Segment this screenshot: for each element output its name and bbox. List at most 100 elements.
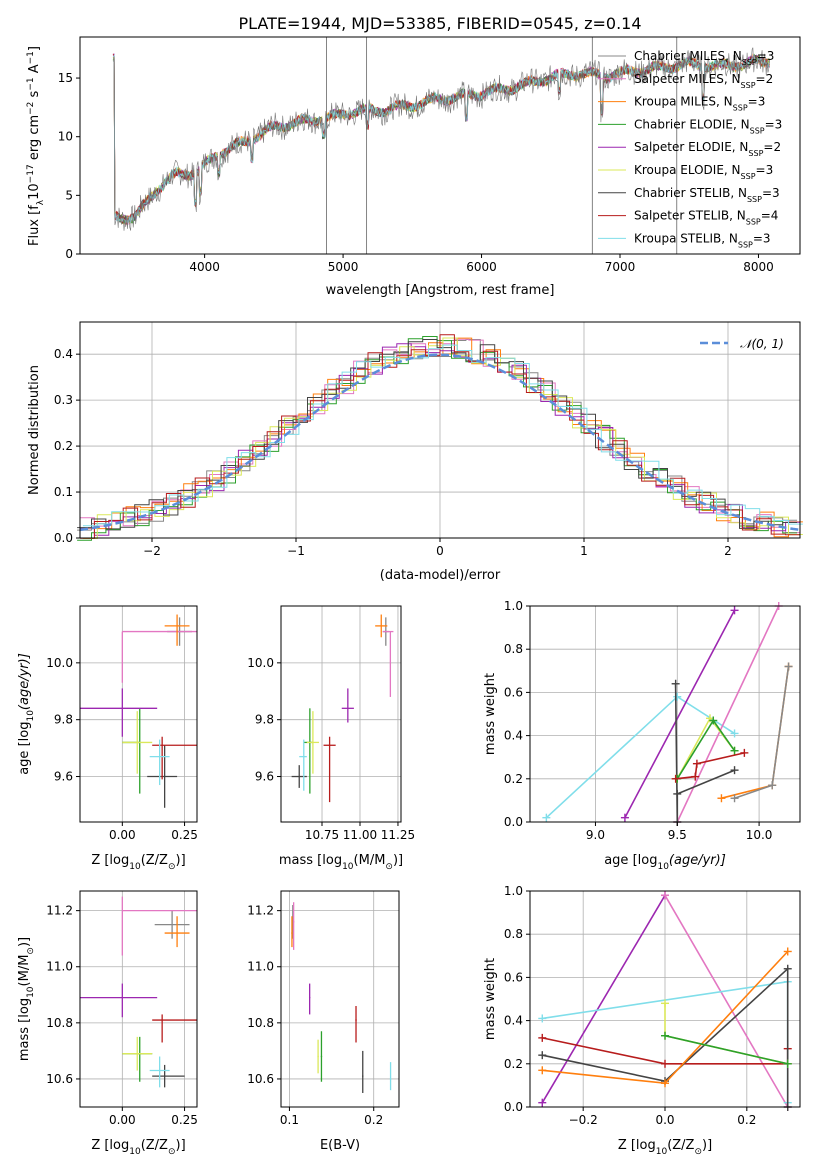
- y-tick-label: 0.0: [504, 815, 523, 829]
- age-vs-Z-panel: 0.00 0.25 9.6 9.8 10.0 Z [log10(Z/Z⊙)] age [lo…: [17, 605, 198, 872]
- spectrum-panel: 4000 5000 6000 7000 8000 0 5 10 15 wavelength [An…: [26, 36, 801, 298]
- y-tick-label: 0.8: [504, 642, 523, 656]
- x-tick-label: −2: [143, 544, 161, 558]
- y-tick-label: 9.6: [255, 770, 274, 784]
- legend-label: Salpeter STELIB, NSSP=4: [634, 209, 778, 227]
- y-tick-label: 0.4: [54, 347, 73, 361]
- y-tick-label: 9.6: [54, 770, 73, 784]
- x-tick-label: 2: [724, 544, 732, 558]
- y-tick-label: 0.2: [54, 439, 73, 453]
- y-tick-label: 5: [65, 188, 73, 202]
- y-axis-label: mass weight: [483, 673, 498, 755]
- y-tick-label: 11.2: [247, 904, 274, 918]
- y-tick-label: 9.8: [54, 713, 73, 727]
- x-tick-label: 10.0: [746, 828, 773, 842]
- residual-histogram-panel: −2 −1 0 1 2 0.0 0.1 0.2 0.3 0.4 (data-model)/error…: [27, 321, 803, 583]
- weight-line: [545, 695, 735, 819]
- y-tick-label: 1.0: [504, 599, 523, 613]
- y-tick-label: 0.1: [54, 485, 73, 499]
- legend-label: Kroupa MILES, NSSP=3: [634, 95, 765, 113]
- y-tick-label: 9.8: [255, 713, 274, 727]
- weight-line: [675, 752, 745, 780]
- y-axis-label: mass weight: [483, 958, 498, 1040]
- y-tick-label: 10.8: [46, 1016, 73, 1030]
- x-tick-label: 4000: [189, 260, 220, 274]
- axes-frame: [79, 890, 198, 1108]
- y-tick-label: 10.0: [46, 656, 73, 670]
- y-tick-label: 1.0: [504, 884, 523, 898]
- legend-label: Kroupa STELIB, NSSP=3: [634, 231, 771, 249]
- weight-line: [624, 609, 736, 819]
- x-tick-label: 0.00: [109, 828, 136, 842]
- y-tick-label: 0.6: [504, 685, 523, 699]
- x-tick-label: 9.5: [668, 828, 687, 842]
- x-tick-label: 0.2: [364, 1113, 383, 1127]
- age-vs-mass-panel: 10.75 11.00 11.25 9.6 9.8 10.0 mass [log10(M/M…: [247, 605, 415, 872]
- x-axis-label: age [log10(age/yr)]: [604, 853, 726, 872]
- x-axis-label: Z [log10(Z/Z⊙)]: [91, 853, 185, 872]
- weight-line: [541, 894, 666, 1104]
- legend-label: 𝒩(0, 1): [740, 337, 784, 351]
- y-tick-label: 10: [58, 130, 73, 144]
- x-tick-label: 0.1: [280, 1113, 299, 1127]
- y-tick-label: 0.3: [54, 393, 73, 407]
- weight-line: [664, 894, 789, 1108]
- x-tick-label: 0.00: [109, 1113, 136, 1127]
- x-tick-label: −0.2: [569, 1113, 598, 1127]
- legend-label: Kroupa ELODIE, NSSP=3: [634, 163, 773, 181]
- x-tick-label: −1: [287, 544, 305, 558]
- mass-vs-ebv-panel: 0.1 0.2 10.6 10.8 11.0 11.2 E(B-V): [247, 890, 400, 1153]
- legend-label: Chabrier ELODIE, NSSP=3: [634, 117, 782, 135]
- weight-line: [676, 605, 780, 823]
- y-axis-label: mass [log10(M/M⊙)]: [17, 937, 36, 1061]
- figure-title: PLATE=1944, MJD=53385, FIBERID=0545, z=0…: [238, 14, 641, 33]
- histogram-step: [77, 339, 798, 530]
- y-tick-label: 0.2: [504, 1057, 523, 1071]
- histogram-step: [80, 334, 800, 539]
- axes-frame: [280, 605, 402, 823]
- y-axis-label: Normed distribution: [27, 365, 42, 495]
- y-tick-label: 0.8: [504, 927, 523, 941]
- y-tick-label: 10.6: [247, 1072, 274, 1086]
- weight-line: [674, 683, 735, 823]
- x-tick-label: 6000: [466, 260, 497, 274]
- histogram-step: [82, 337, 803, 539]
- y-tick-label: 0.0: [504, 1100, 523, 1114]
- legend-label: Salpeter ELODIE, NSSP=2: [634, 140, 781, 158]
- legend-label: Chabrier MILES, NSSP=3: [634, 49, 774, 67]
- y-tick-label: 11.0: [46, 960, 73, 974]
- x-axis-label: Z [log10(Z/Z⊙)]: [91, 1138, 185, 1157]
- x-axis-label: mass [log10(M/M⊙)]: [279, 853, 403, 872]
- x-tick-label: 0.25: [171, 1113, 198, 1127]
- mass-vs-Z-panel: 0.00 0.25 10.6 10.8 11.0 11.2 Z [log10(Z/Z⊙)] m…: [17, 890, 198, 1157]
- x-tick-label: 7000: [605, 260, 636, 274]
- mass-weight-vs-Z-panel: −0.2 0.0 0.2 0.0 0.2 0.4 0.6 0.8 1.0 mass weight Z…: [483, 884, 801, 1157]
- x-tick-label: 9.0: [586, 828, 605, 842]
- y-tick-label: 15: [58, 71, 73, 85]
- x-tick-label: 1: [580, 544, 588, 558]
- x-tick-label: 0: [436, 544, 444, 558]
- histogram-step: [77, 336, 798, 541]
- y-tick-label: 0.2: [504, 772, 523, 786]
- y-tick-label: 0.6: [504, 970, 523, 984]
- y-tick-label: 10.8: [247, 1016, 274, 1030]
- y-tick-label: 0.0: [54, 531, 73, 545]
- x-tick-label: 10.75: [305, 828, 339, 842]
- weight-line: [542, 966, 789, 1107]
- data-spectrum: [112, 47, 770, 231]
- y-tick-label: 10.0: [247, 656, 274, 670]
- legend-label: Salpeter MILES, NSSP=2: [634, 72, 773, 90]
- y-tick-label: 11.0: [247, 960, 274, 974]
- normal-curve: [79, 353, 801, 532]
- weight-line: [664, 1003, 788, 1065]
- y-tick-label: 0.4: [504, 729, 523, 743]
- y-tick-label: 10.6: [46, 1072, 73, 1086]
- x-tick-label: 11.00: [343, 828, 377, 842]
- x-tick-label: 5000: [328, 260, 359, 274]
- axes-frame: [280, 890, 400, 1108]
- y-axis-label: age [log10(age/yr)]: [17, 653, 36, 775]
- axes-frame: [79, 605, 198, 823]
- x-axis-label: wavelength [Angstrom, rest frame]: [326, 283, 555, 298]
- x-tick-label: 0.0: [655, 1113, 674, 1127]
